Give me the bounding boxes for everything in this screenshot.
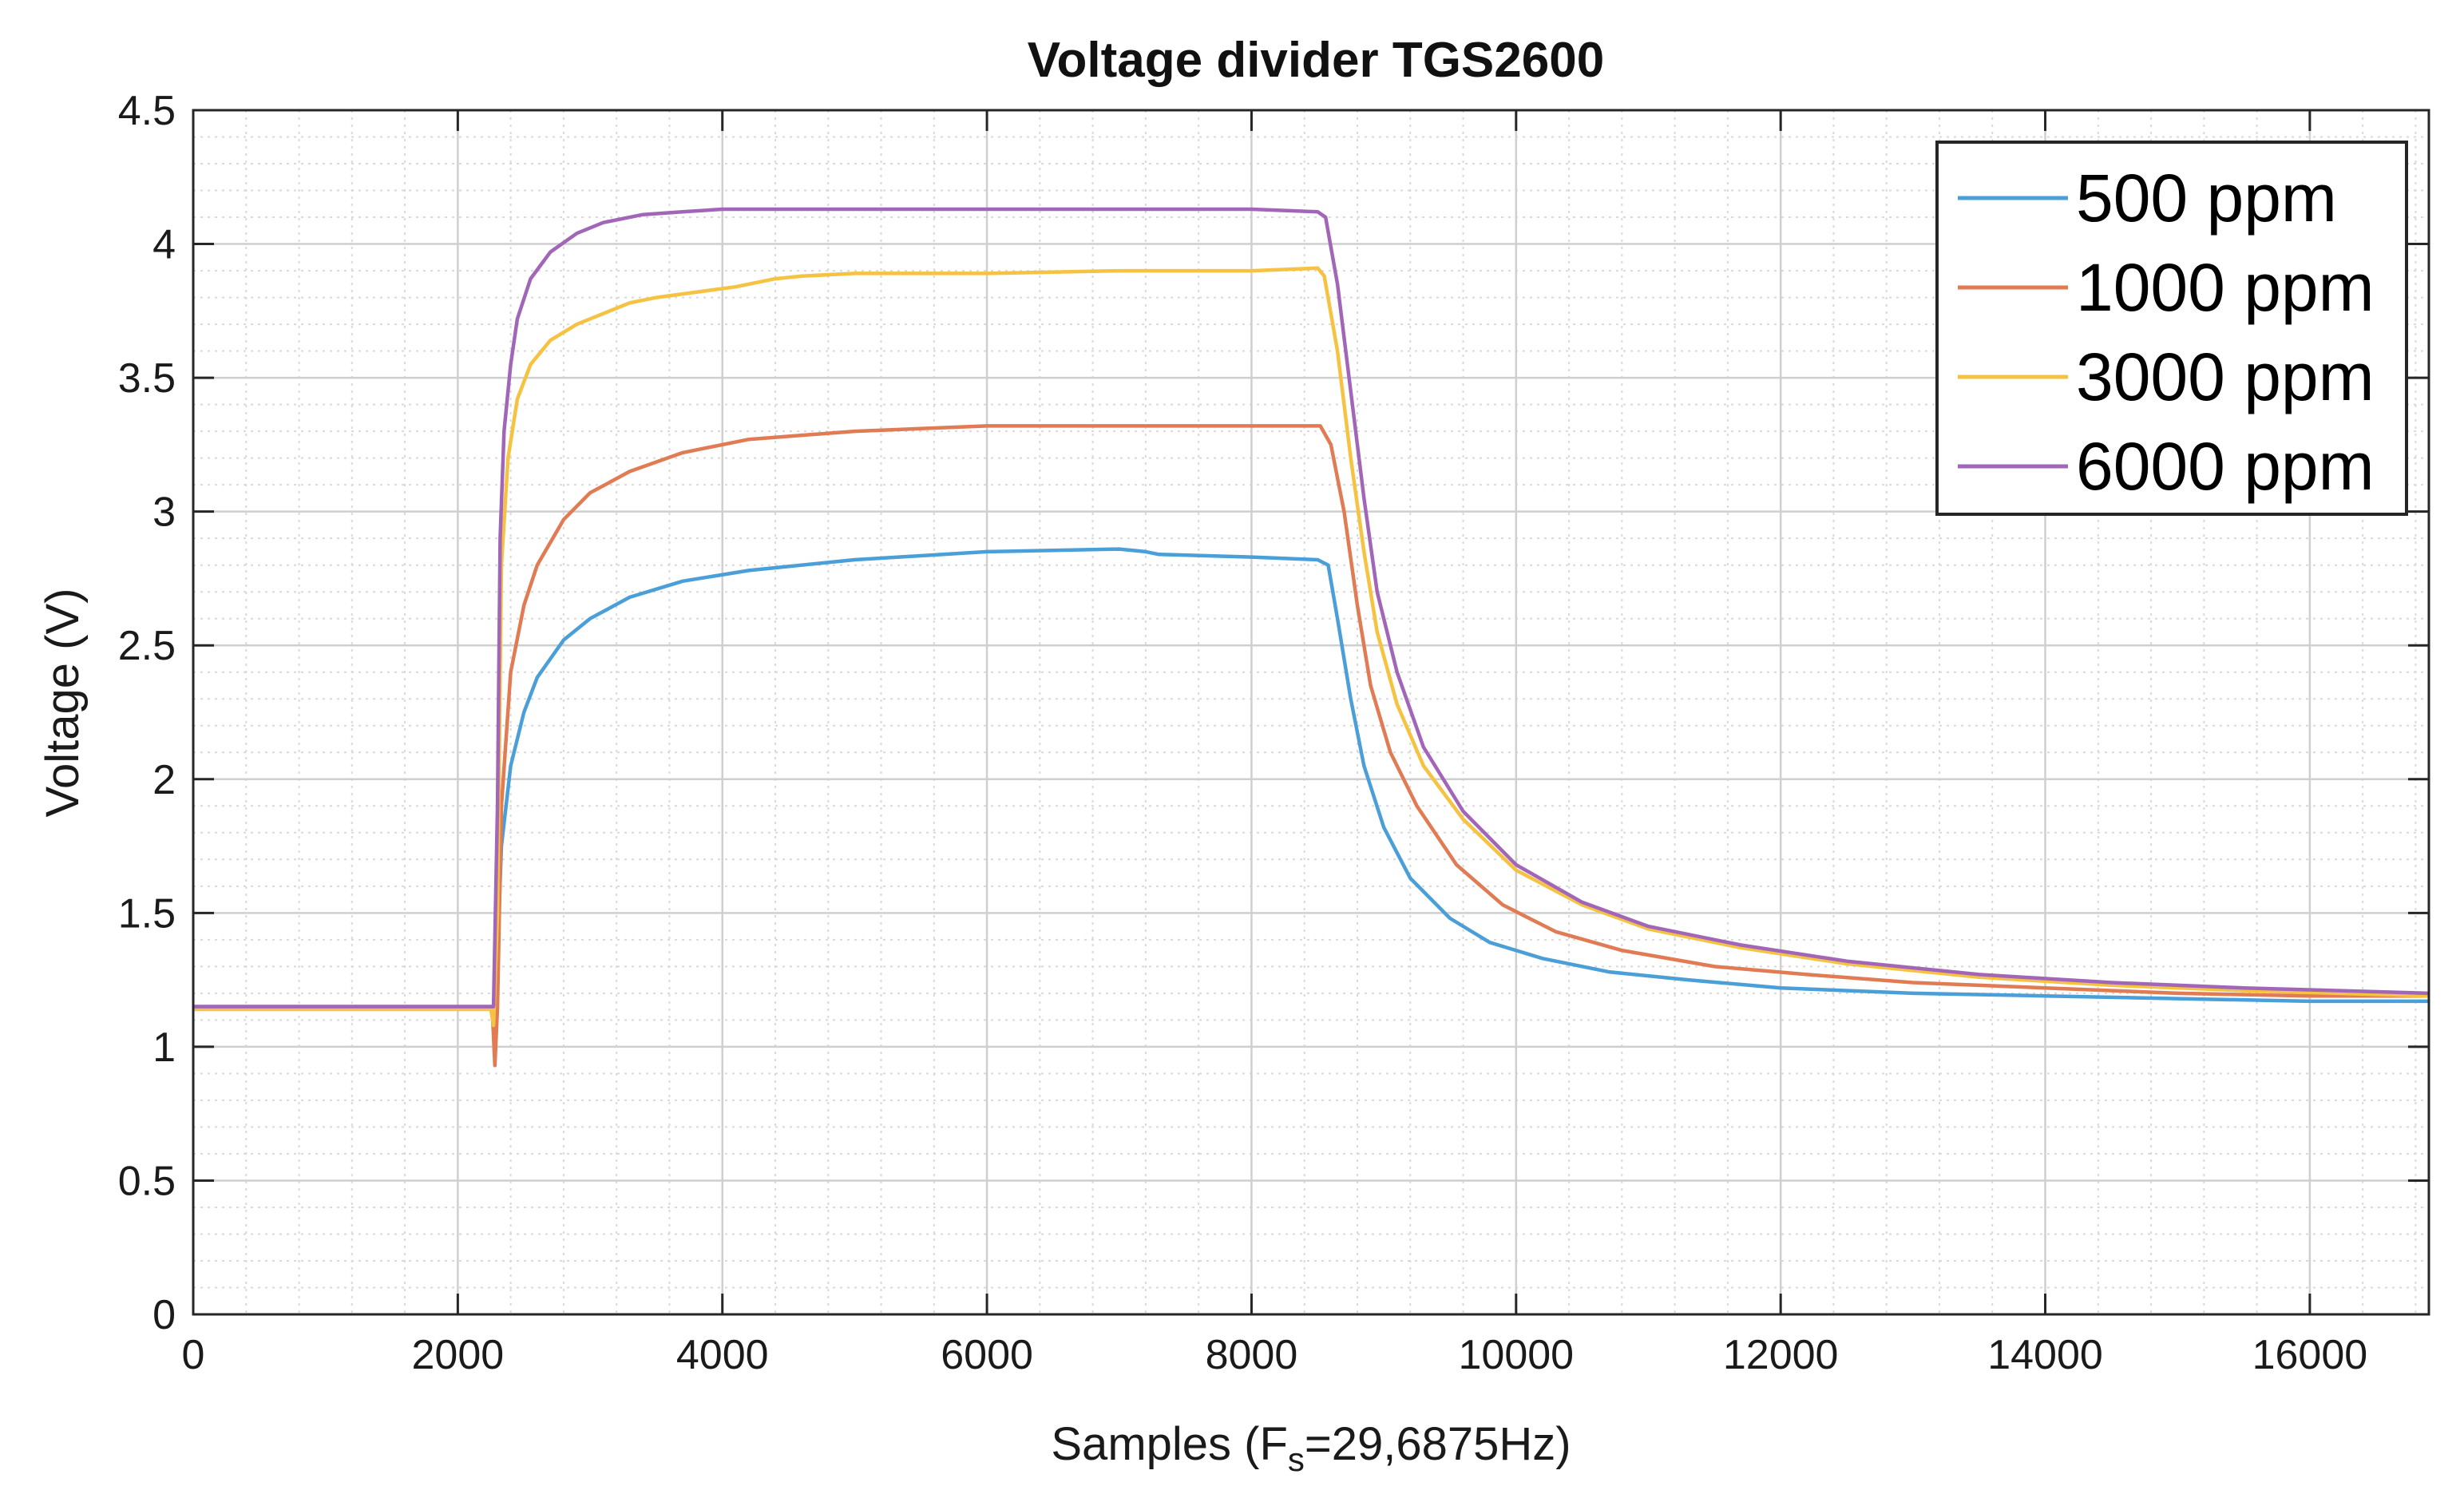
legend-label-3000-ppm: 3000 ppm [2076,339,2375,414]
y-tick-label: 4.5 [118,88,176,134]
x-axis-label: Samples (Fs=29,6875Hz) [1051,1418,1571,1478]
series-layer [193,207,2430,1068]
y-tick-label: 2.5 [118,623,176,669]
y-tick-label: 0 [153,1292,176,1338]
chart-title: Voltage divider TGS2600 [1028,33,1604,88]
tick-marks [192,109,2429,1316]
y-axis-label: Voltage (V) [37,589,89,818]
y-tick-label: 3 [153,489,176,536]
x-axis-label-suffix: =29,6875Hz) [1305,1418,1571,1470]
series-line-3000-ppm [193,266,2430,1028]
plot-frame [192,109,2430,1316]
x-tick-label: 16000 [2252,1332,2368,1378]
y-tick-label: 4 [153,222,176,268]
series-line-500-ppm [193,547,2429,1009]
series-line-1000-ppm [193,424,2429,1068]
y-tick-label: 1 [153,1024,176,1071]
legend-box [1935,141,2408,516]
x-tick-label: 0 [182,1332,205,1378]
series-line-6000-ppm [193,207,2430,1009]
x-tick-label: 8000 [1206,1332,1298,1378]
legend-label-6000-ppm: 6000 ppm [2076,429,2375,504]
legend-label-500-ppm: 500 ppm [2076,161,2337,236]
x-tick-label: 12000 [1723,1332,1839,1378]
x-tick-label: 14000 [1987,1332,2103,1378]
legend-label-1000-ppm: 1000 ppm [2076,250,2375,325]
y-tick-labels: 0 0.5 1 1.5 2 2.5 3 3.5 4 4.5 [118,88,176,1338]
y-tick-label: 1.5 [118,890,176,937]
y-tick-label: 2 [153,757,176,803]
x-tick-label: 2000 [412,1332,505,1378]
y-tick-label: 3.5 [118,355,176,402]
legend[interactable]: 500 ppm 1000 ppm 3000 ppm 6000 ppm [1935,141,2408,516]
x-axis-label-subscript: s [1288,1441,1305,1478]
y-tick-label: 0.5 [118,1158,176,1204]
x-axis-label-prefix: Samples (F [1051,1418,1288,1470]
x-tick-label: 4000 [676,1332,769,1378]
x-tick-label: 6000 [941,1332,1033,1378]
x-tick-labels: 0 2000 4000 6000 8000 10000 12000 14000 16000 [182,1332,2368,1378]
x-tick-label: 10000 [1459,1332,1575,1378]
